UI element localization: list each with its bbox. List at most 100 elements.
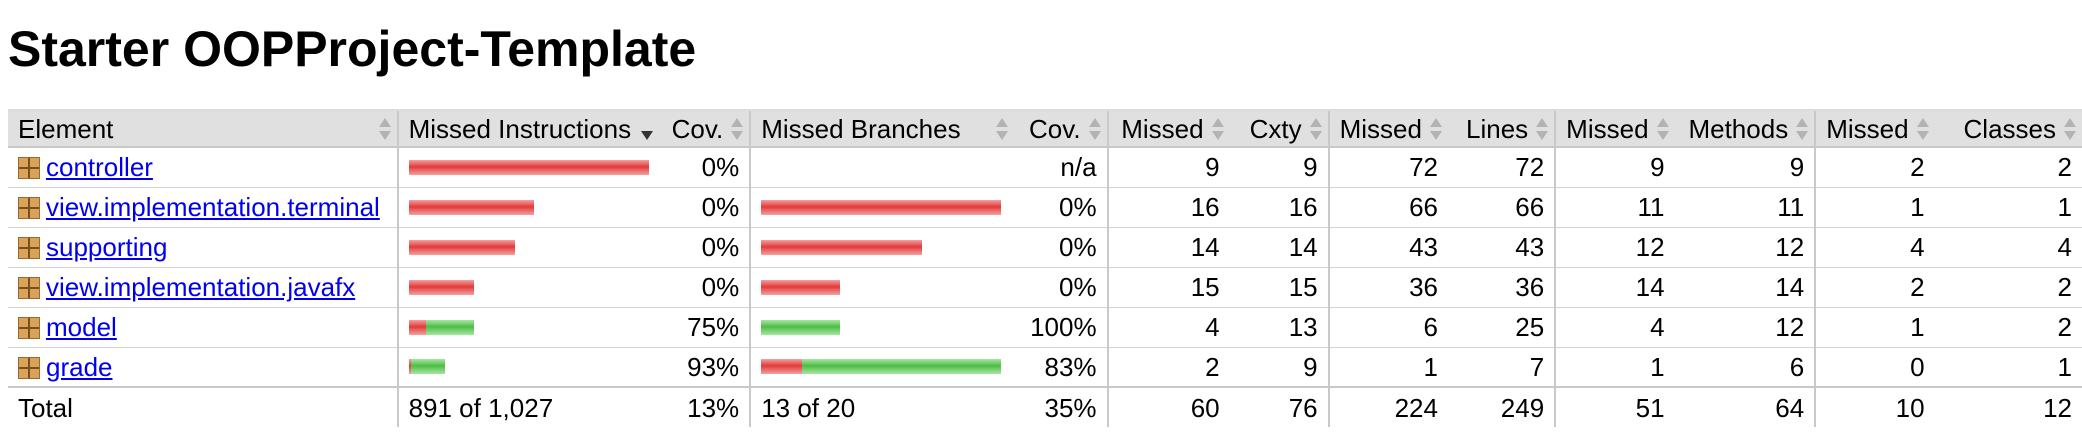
- col-header-missed-instructions[interactable]: Missed Instructions: [396, 109, 659, 148]
- element-cell: view.implementation.javafx: [8, 267, 398, 308]
- total-branches-coverage: 35%: [1013, 386, 1108, 427]
- missed-classes: 2: [1814, 147, 1935, 188]
- sort-icon: [2064, 117, 2076, 141]
- package-icon: [18, 157, 40, 180]
- cxty: 14: [1229, 227, 1329, 268]
- page-title: Starter OOPProject-Template: [8, 21, 697, 77]
- methods: 11: [1674, 187, 1816, 228]
- sort-icon: [1916, 117, 1929, 141]
- missed-bar-segment: [408, 359, 411, 375]
- element-cell: view.implementation.terminal: [8, 187, 398, 228]
- lines: 43: [1447, 227, 1556, 268]
- missed-branches-cell: [749, 227, 1014, 268]
- col-header-methods[interactable]: Methods: [1674, 109, 1816, 148]
- classes: 4: [1934, 227, 2082, 268]
- col-header-label: Cov.: [671, 113, 724, 144]
- col-header-lines[interactable]: Lines: [1447, 109, 1556, 148]
- missed-lines: 1: [1327, 347, 1448, 388]
- branches-coverage: 0%: [1013, 187, 1108, 228]
- col-header-missed-methods[interactable]: Missed: [1554, 109, 1675, 148]
- col-header-label: Methods: [1688, 113, 1789, 144]
- col-header-label: Element: [18, 113, 114, 144]
- missed-cxty: 16: [1106, 187, 1230, 228]
- missed-classes: 1: [1814, 187, 1935, 228]
- total-row: Total 891 of 1,027 13% 13 of 20 35% 60 7…: [8, 386, 2082, 427]
- missed-branches-cell: [749, 147, 1014, 188]
- table-row: view.implementation.terminal 0% 0% 16 16 66 66…: [8, 187, 2082, 228]
- branches-coverage: 83%: [1013, 347, 1108, 388]
- instructions-coverage-bar: [408, 359, 649, 375]
- missed-bar-segment: [761, 279, 841, 295]
- cxty: 16: [1229, 187, 1329, 228]
- classes: 2: [1934, 307, 2082, 348]
- package-link[interactable]: view.implementation.javafx: [46, 272, 356, 302]
- col-header-missed-lines[interactable]: Missed: [1327, 109, 1448, 148]
- branches-coverage: 0%: [1013, 227, 1108, 268]
- missed-cxty: 4: [1106, 307, 1230, 348]
- coverage-table: Element Missed Instructions Cov. Missed …: [8, 109, 2082, 427]
- branches-coverage: 100%: [1013, 307, 1108, 348]
- table-row: grade 93% 83% 2 9 1 7 1 6 0 1: [8, 347, 2082, 388]
- branches-coverage-bar: [761, 319, 1003, 335]
- package-link[interactable]: view.implementation.terminal: [46, 192, 380, 222]
- missed-classes: 4: [1814, 227, 1935, 268]
- col-header-element[interactable]: Element: [8, 109, 398, 148]
- package-link[interactable]: model: [46, 312, 117, 342]
- missed-methods: 11: [1554, 187, 1675, 228]
- instructions-coverage-bar: [408, 279, 649, 295]
- missed-instructions-cell: [396, 347, 659, 388]
- sort-icon: [1309, 117, 1322, 141]
- col-header-missed-classes[interactable]: Missed: [1814, 109, 1935, 148]
- lines: 25: [1447, 307, 1556, 348]
- missed-instructions-cell: [396, 267, 659, 308]
- classes: 1: [1934, 347, 2082, 388]
- col-header-cxty[interactable]: Cxty: [1229, 109, 1329, 148]
- package-icon: [18, 277, 40, 299]
- element-cell: supporting: [8, 227, 398, 268]
- package-link[interactable]: controller: [46, 152, 153, 183]
- col-header-label: Classes: [1963, 113, 2056, 144]
- cxty: 9: [1229, 147, 1329, 188]
- sort-icon: [1429, 117, 1442, 141]
- missed-bar-segment: [761, 199, 1002, 215]
- missed-bar-segment: [408, 199, 534, 215]
- package-link[interactable]: grade: [46, 351, 113, 382]
- package-icon: [18, 356, 40, 379]
- missed-classes: 1: [1814, 307, 1935, 348]
- col-header-branches-coverage[interactable]: Cov.: [1013, 109, 1108, 148]
- col-header-missed-branches[interactable]: Missed Branches: [749, 109, 1014, 148]
- missed-bar-segment: [761, 239, 923, 255]
- total-label: Total: [8, 386, 398, 427]
- missed-bar-segment: [408, 279, 474, 295]
- sort-icon: [1796, 117, 1809, 141]
- missed-branches-cell: [749, 187, 1014, 228]
- methods: 12: [1674, 227, 1816, 268]
- methods: 14: [1674, 267, 1816, 308]
- classes: 2: [1934, 267, 2082, 308]
- branches-coverage-bar: [761, 239, 1003, 255]
- total-instructions: 891 of 1,027: [396, 386, 659, 427]
- sort-icon: [995, 117, 1008, 141]
- missed-cxty: 14: [1106, 227, 1230, 268]
- col-header-label: Missed: [1826, 113, 1909, 144]
- sort-icon: [1656, 117, 1669, 141]
- col-header-instructions-coverage[interactable]: Cov.: [658, 109, 751, 148]
- element-cell: grade: [8, 347, 398, 388]
- col-header-label: Missed Instructions: [408, 113, 632, 144]
- cxty: 9: [1229, 347, 1329, 388]
- sort-icon: [1211, 117, 1224, 141]
- missed-lines: 72: [1327, 147, 1448, 188]
- instructions-coverage: 75%: [658, 307, 751, 348]
- col-header-classes[interactable]: Classes: [1934, 109, 2082, 148]
- instructions-coverage: 93%: [658, 347, 751, 388]
- missed-branches-cell: [749, 267, 1014, 308]
- instructions-coverage: 0%: [658, 147, 751, 188]
- branches-coverage-bar: [761, 279, 1003, 295]
- covered-bar-segment: [410, 359, 445, 375]
- lines: 36: [1447, 267, 1556, 308]
- cxty: 13: [1229, 307, 1329, 348]
- col-header-label: Missed Branches: [761, 113, 961, 144]
- col-header-missed-cxty[interactable]: Missed: [1106, 109, 1230, 148]
- package-link[interactable]: supporting: [46, 232, 168, 262]
- missed-classes: 2: [1814, 267, 1935, 308]
